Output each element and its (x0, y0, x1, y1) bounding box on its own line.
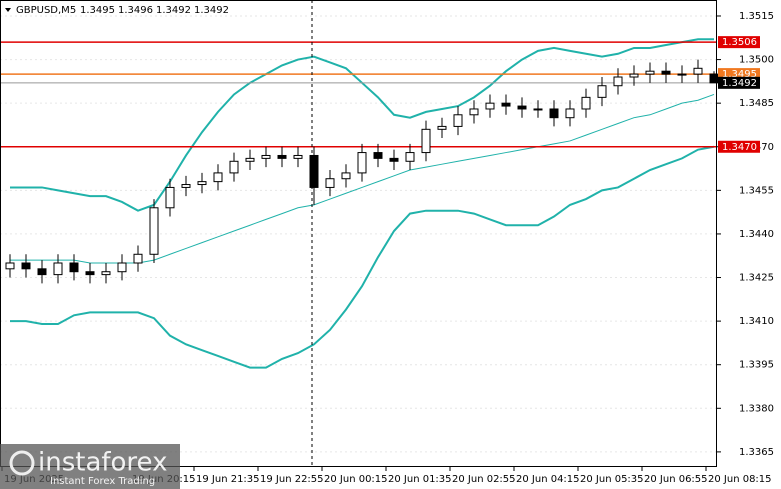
candle-body (677, 73, 687, 76)
candle-body (69, 262, 79, 273)
candle-body (309, 154, 319, 188)
x-tick-label: 20 Jun 02:55 (452, 474, 516, 485)
indicator-line (10, 93, 715, 264)
candle-body (389, 157, 399, 162)
candle-body (373, 152, 383, 159)
candle-body (149, 207, 159, 255)
y-tick-label: 1.3365 (739, 447, 774, 458)
y-tick-label: 1.3485 (739, 98, 774, 109)
candle-body (485, 102, 495, 110)
candle-body (165, 186, 175, 209)
ohlc-open: 1.3495 (80, 5, 115, 16)
candle-body (277, 154, 287, 159)
watermark-icon (9, 450, 35, 476)
y-tick-label: 1.3395 (739, 360, 774, 371)
price-level-label: 1.3506 (722, 37, 757, 48)
candle-body (357, 152, 367, 174)
y-tick-label: 1.3380 (739, 403, 774, 414)
candle-body (597, 85, 607, 98)
y-tick-label: 1.3410 (739, 316, 774, 327)
candle-body (213, 172, 223, 183)
price-level-label: 1.3495 (722, 69, 757, 80)
candle-body (661, 70, 671, 75)
candle-body (133, 253, 143, 264)
candle-body (53, 262, 63, 276)
candle-body (469, 108, 479, 116)
candle-body (293, 154, 303, 159)
candle-body (629, 73, 639, 78)
candle-body (117, 262, 127, 273)
x-tick-label: 20 Jun 05:35 (580, 474, 644, 485)
price-level-label: 1.3492 (722, 78, 757, 89)
candle-body (325, 178, 335, 188)
indicator-line (10, 145, 715, 369)
candle-body (245, 157, 255, 162)
watermark: instaforex Instant Forex Trading (0, 444, 180, 489)
candle-body (197, 181, 207, 186)
candle-body (501, 102, 511, 107)
price-level-box (718, 36, 760, 49)
y-tick-label: 1.3500 (739, 55, 774, 66)
x-tick-label: 19 Jun 22:55 (260, 474, 324, 485)
price-level-box (718, 76, 760, 89)
ohlc-close: 1.3492 (194, 5, 229, 16)
watermark-bg (0, 444, 180, 489)
candle-body (437, 125, 447, 130)
candle-body (21, 262, 31, 270)
candle-body (533, 108, 543, 111)
y-tick-label: 1.3425 (739, 273, 774, 284)
candle-body (565, 108, 575, 119)
candle-body (581, 96, 591, 110)
candle-body (101, 271, 111, 276)
plot-border (0, 0, 717, 467)
header: GBPUSD,M5 1.3495 1.3496 1.3492 1.3492 (5, 5, 229, 16)
y-tick-label: 1.3455 (739, 185, 774, 196)
y-tick-label: 1.3515 (739, 11, 774, 22)
x-tick-label: 20 Jun 01:35 (388, 474, 452, 485)
x-tick-label: 20 Jun 06:55 (644, 474, 708, 485)
candle-body (549, 108, 559, 119)
x-tick-label: 19 Jun 21:35 (196, 474, 260, 485)
y-tick-label: 1.3440 (739, 229, 774, 240)
candle-body (645, 70, 655, 75)
candle-body (453, 114, 463, 127)
price-level-box (718, 140, 760, 153)
header-arrow (5, 8, 11, 12)
watermark-brand: instaforex (38, 448, 167, 478)
candle-body (341, 172, 351, 180)
x-tick-label: 20 Jun 04:15 (516, 474, 580, 485)
candle-body (693, 67, 703, 75)
ohlc-low: 1.3492 (156, 5, 191, 16)
candle-body (613, 76, 623, 87)
ohlc-high: 1.3496 (118, 5, 153, 16)
watermark-tagline: Instant Forex Trading (50, 476, 155, 487)
plot-area (0, 15, 719, 453)
candle-body (37, 268, 47, 276)
x-tick-label: 20 Jun 00:15 (324, 474, 388, 485)
price-level-label: 1.3470 (722, 142, 757, 153)
chart-title: GBPUSD,M5 (16, 5, 76, 16)
candle-body (5, 262, 15, 270)
candle-body (517, 105, 527, 110)
candle-body (229, 160, 239, 174)
candle-body (181, 184, 191, 188)
candle-body (261, 154, 271, 159)
candle-body (421, 128, 431, 154)
x-tick-label: 20 Jun 08:15 (708, 474, 772, 485)
candle-body (85, 271, 95, 276)
candle-body (405, 152, 415, 162)
